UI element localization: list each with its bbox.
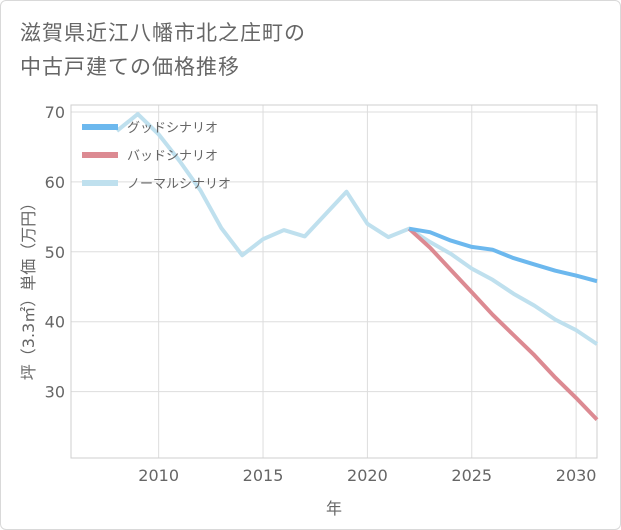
x-tick-label-2020: 2020: [347, 466, 388, 485]
chart-title-line-1: 滋賀県近江八幡市北之庄町の: [20, 21, 306, 45]
series-line-2: [115, 112, 599, 346]
y-tick-label-40: 40: [45, 313, 65, 332]
legend-label-0: グッドシナリオ: [127, 121, 218, 136]
y-tick-label-50: 50: [45, 243, 65, 262]
series-line-0: [408, 226, 598, 284]
series-layer: [115, 112, 599, 421]
x-tick-label-2030: 2030: [556, 466, 597, 485]
y-tick-label-30: 30: [45, 383, 65, 402]
grid-lines: [71, 105, 597, 458]
y-tick-label-70: 70: [45, 103, 65, 122]
series-line-1: [407, 227, 599, 421]
y-axis-label: 坪（3.3㎡）単価（万円）: [19, 195, 38, 380]
x-axis-label: 年: [326, 499, 342, 518]
axis-ticks: 2010 2015 2020 2025 2030 30 40 50 60 70: [45, 103, 597, 485]
legend-label-1: バッドシナリオ: [127, 149, 218, 164]
chart-title-line-2: 中古戸建ての価格推移: [20, 55, 240, 79]
x-tick-label-2025: 2025: [451, 466, 492, 485]
x-tick-label-2010: 2010: [138, 466, 179, 485]
x-tick-label-2015: 2015: [243, 466, 284, 485]
y-tick-label-60: 60: [45, 173, 65, 192]
legend-label-2: ノーマルシナリオ: [127, 177, 231, 192]
chart-title: 滋賀県近江八幡市北之庄町の 中古戸建ての価格推移: [20, 16, 306, 84]
plot-area-border: [70, 104, 598, 459]
